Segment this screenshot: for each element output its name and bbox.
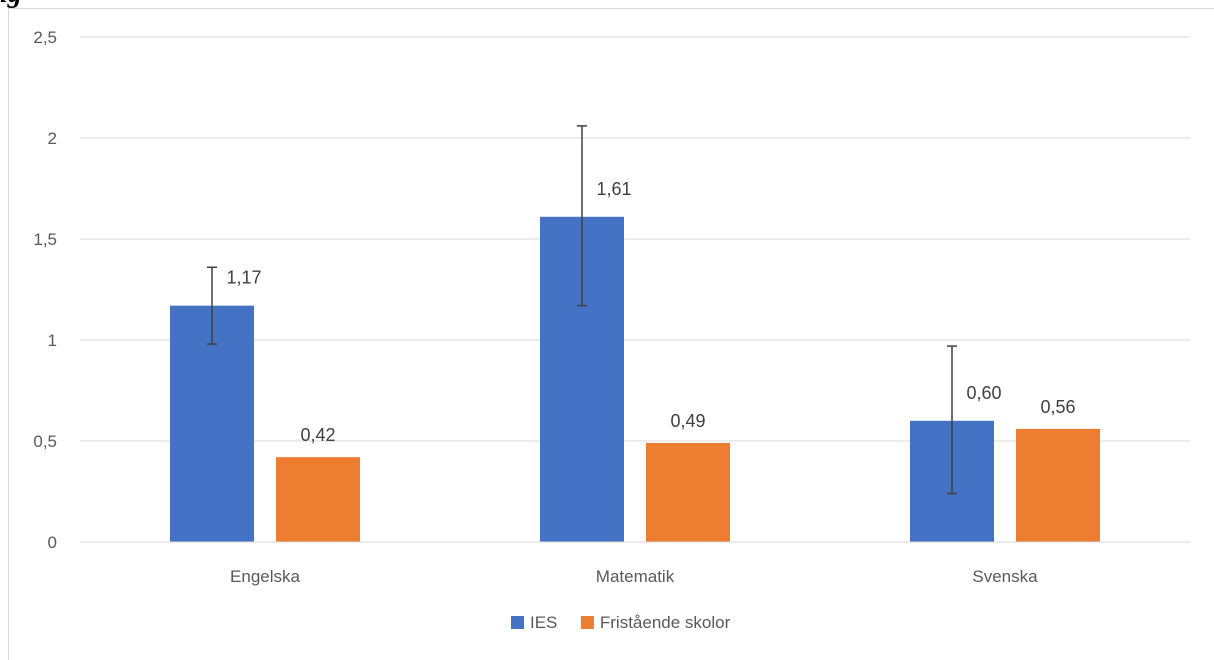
bar-fristaende-engelska	[276, 457, 360, 542]
legend-swatch	[580, 616, 594, 629]
data-label: 0,49	[670, 411, 705, 431]
x-tick-label: Svenska	[972, 567, 1038, 586]
x-tick-label: Engelska	[230, 567, 300, 586]
legend-label: IES	[530, 613, 557, 632]
legend-label: Fristående skolor	[600, 613, 731, 632]
chart-frame	[8, 8, 1214, 660]
bar-fristaende-matematik	[646, 443, 730, 542]
bar-fristaende-svenska	[1016, 428, 1100, 542]
data-label: 1,61	[596, 179, 631, 199]
data-label: 0,42	[300, 425, 335, 445]
data-label: 0,56	[1040, 397, 1075, 417]
y-tick-label: 2,5	[33, 28, 57, 47]
chart-title-fragment: ig	[0, 0, 22, 8]
y-tick-label: 1	[48, 331, 57, 350]
legend-swatch	[511, 616, 524, 629]
data-label: 1,17	[226, 268, 261, 288]
y-tick-label: 0	[48, 533, 57, 552]
data-label: 0,60	[966, 383, 1001, 403]
y-tick-label: 1,5	[33, 230, 57, 249]
x-tick-label: Matematik	[596, 567, 675, 586]
chart-title-text: ig	[0, 0, 22, 8]
y-tick-label: 2	[48, 129, 57, 148]
bar-ies-engelska	[170, 305, 254, 542]
y-tick-label: 0,5	[33, 432, 57, 451]
